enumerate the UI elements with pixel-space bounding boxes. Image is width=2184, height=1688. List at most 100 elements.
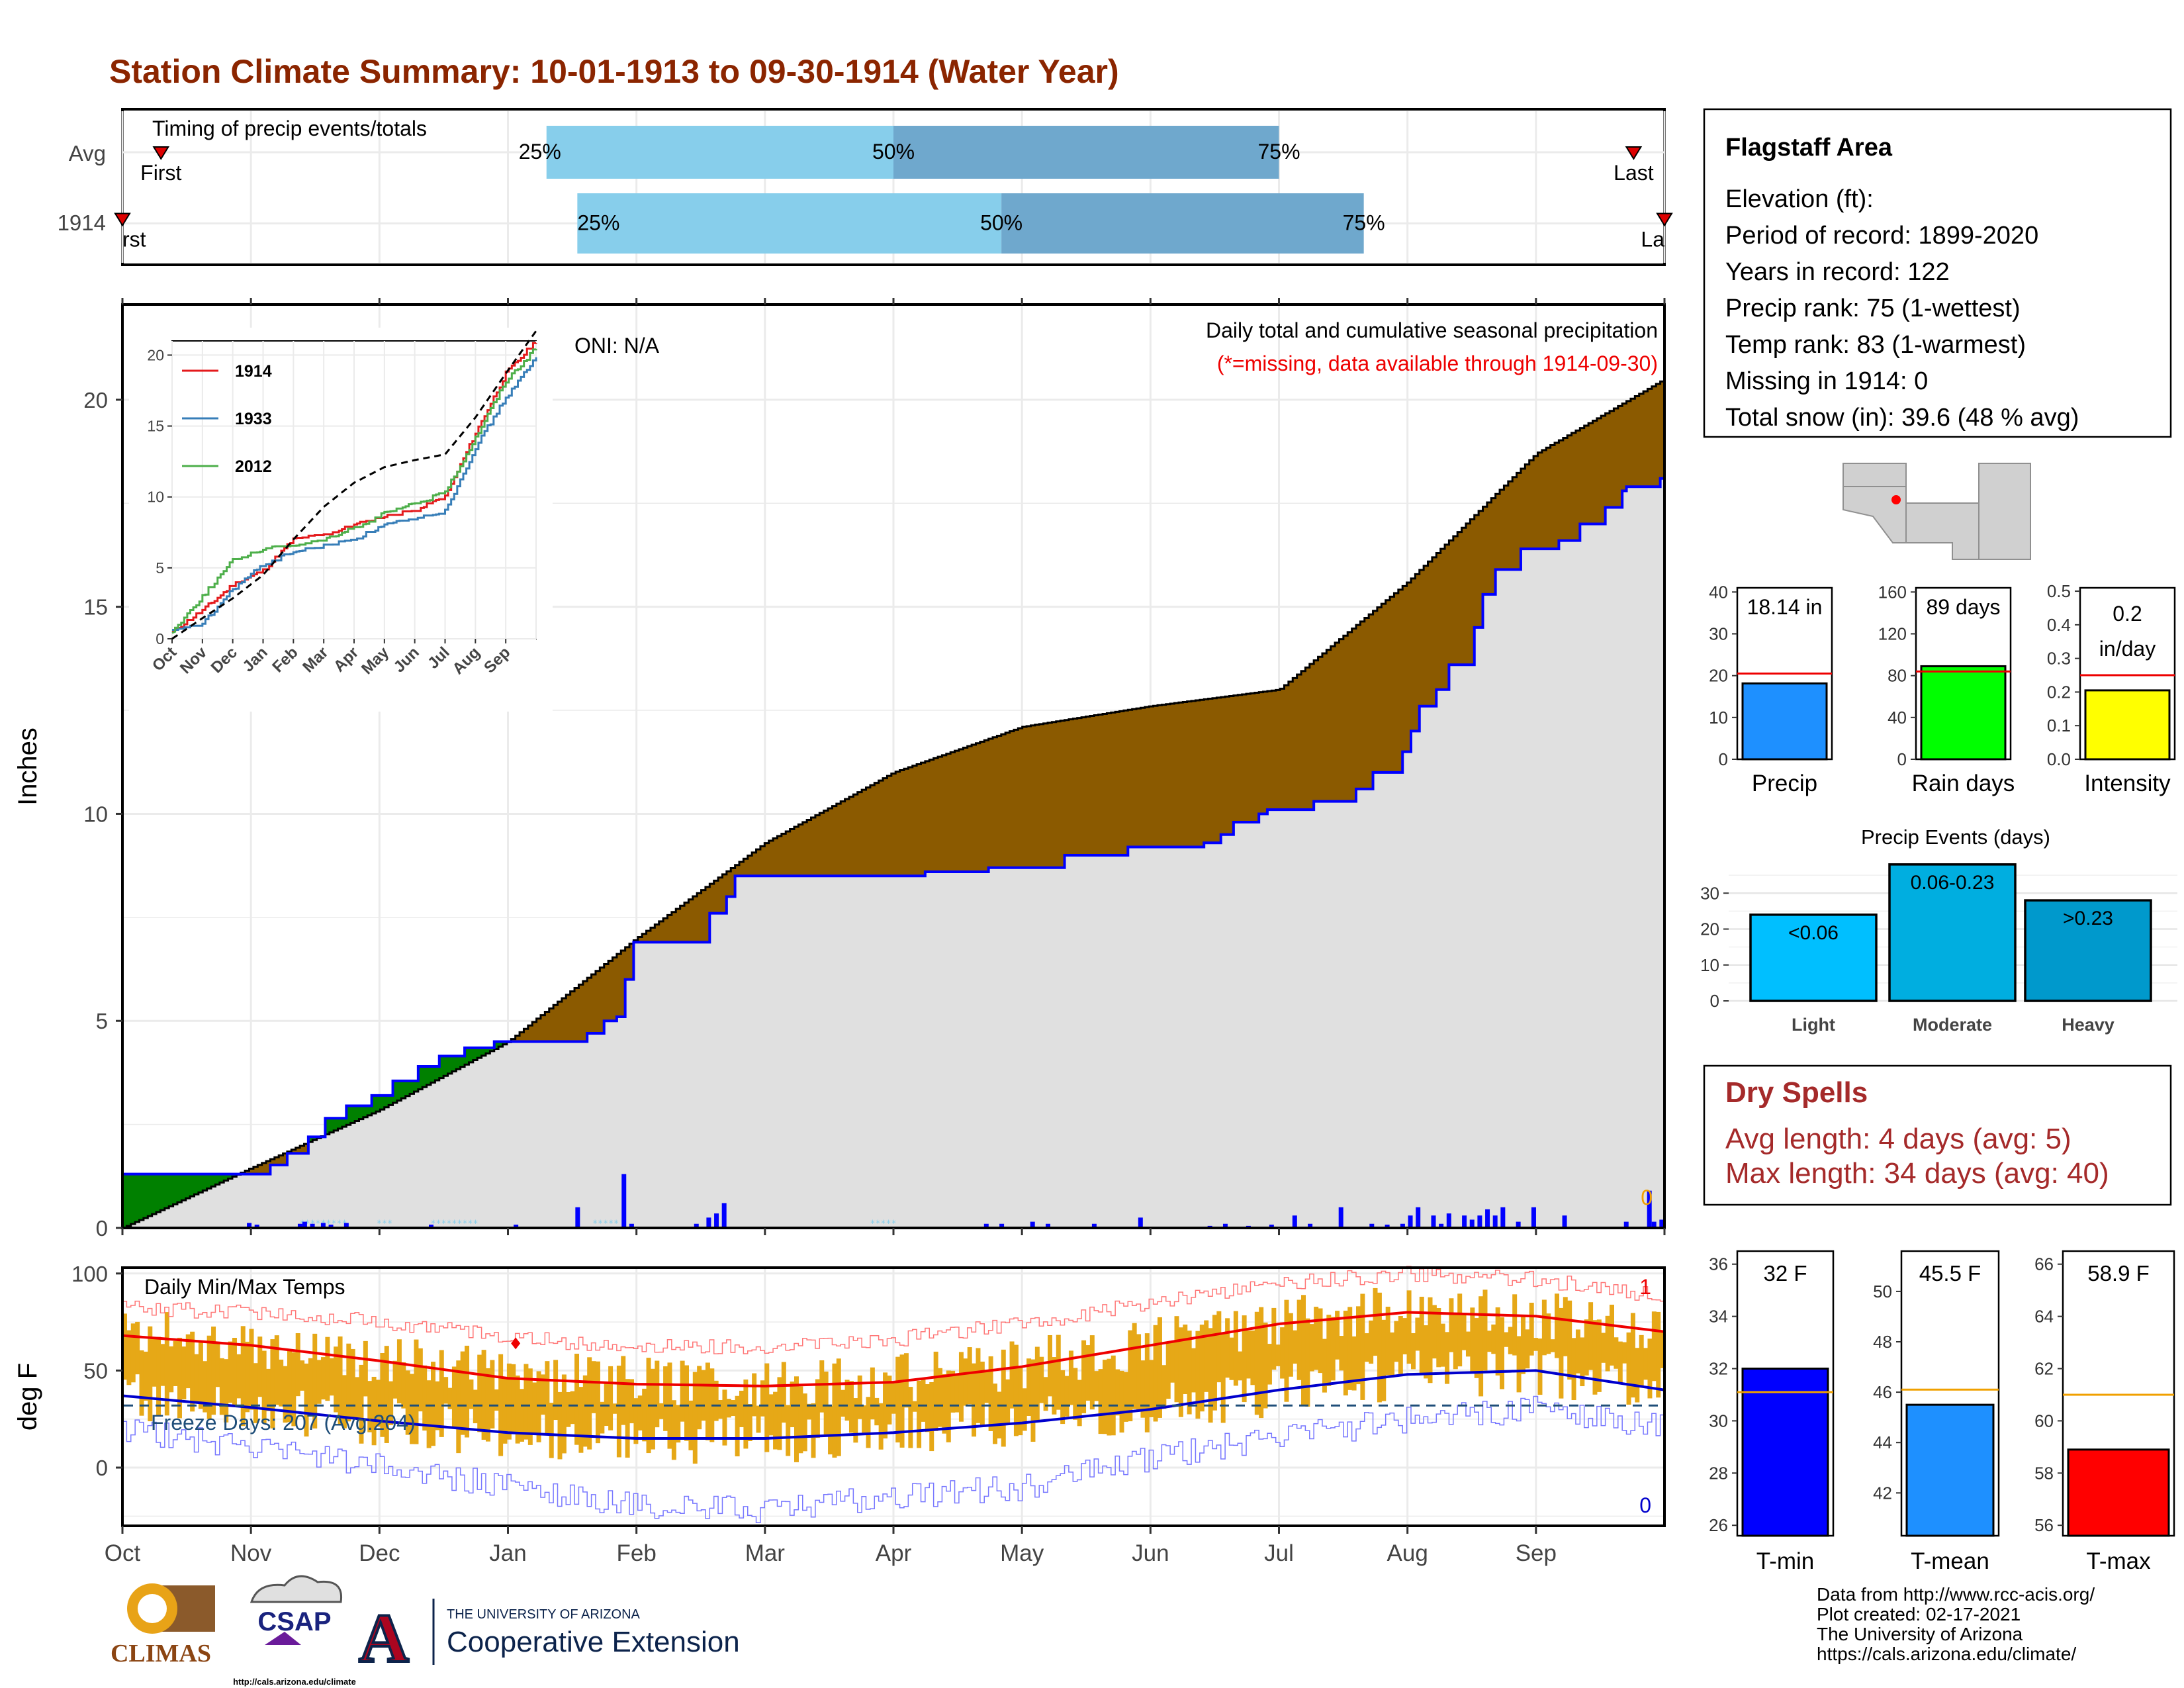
daily-temp-range-bar: [502, 1378, 508, 1444]
daily-temp-range-bar: [506, 1363, 512, 1440]
daily-temp-range-bar: [1314, 1307, 1319, 1370]
daily-precip-bar: [1431, 1215, 1436, 1228]
daily-temp-range-bar: [139, 1350, 144, 1416]
daily-temp-range-bar: [1584, 1319, 1589, 1376]
daily-temp-range-bar: [764, 1363, 770, 1452]
daily-temp-range-bar: [1170, 1342, 1175, 1383]
month-label: Aug: [1387, 1540, 1428, 1566]
climas-wordmark: CLIMAS: [111, 1640, 211, 1667]
summary-y-tick-label: 20: [1709, 666, 1728, 686]
temperature-bar-charts: 26 28 30 32 34 36 32 F T-min 42 44 46 48 50 45.5 F T-m…: [1709, 1250, 2175, 1574]
snow-marker-icon: *: [593, 1219, 598, 1229]
daily-temp-range-bar: [921, 1380, 926, 1422]
daily-temp-range-bar: [1123, 1372, 1128, 1422]
daily-precip-bar: [629, 1223, 634, 1228]
daily-temp-range-bar: [1068, 1350, 1073, 1405]
daily-temp-range-bar: [713, 1380, 719, 1421]
daily-temp-range-bar: [553, 1360, 559, 1421]
daily-temp-range-bar: [1347, 1307, 1353, 1390]
daily-temp-range-bar: [811, 1403, 816, 1458]
climas-sun-inner: [138, 1594, 167, 1623]
temp-summary-y-tick-label: 64: [2034, 1307, 2054, 1327]
daily-precip-bar: [1623, 1221, 1629, 1228]
snow-marker-icon: *: [609, 1219, 614, 1229]
temp-summary-y-tick-label: 26: [1709, 1515, 1728, 1535]
inset-y-tick-label: 10: [147, 489, 164, 506]
temp-y-tick-label: 0: [96, 1456, 108, 1480]
daily-temp-range-bar: [308, 1358, 313, 1417]
daily-precip-bar: [1385, 1224, 1390, 1228]
daily-temp-range-bar: [1508, 1327, 1513, 1354]
dry-spells-max: Max length: 34 days (avg: 40): [1725, 1157, 2109, 1190]
last-event-marker-icon: [1656, 212, 1673, 227]
daily-precip-bar: [297, 1223, 302, 1228]
daily-temp-range-bar: [1406, 1290, 1412, 1364]
daily-temp-range-bar: [1305, 1318, 1310, 1407]
daily-temp-range-bar: [1626, 1332, 1631, 1405]
daily-temp-range-bar: [215, 1342, 220, 1387]
daily-temp-range-bar: [156, 1336, 161, 1415]
daily-temp-range-bar: [443, 1377, 449, 1404]
daily-temp-range-bar: [164, 1312, 169, 1416]
station-location-dot: [1891, 495, 1901, 504]
inset-legend-label: 2012: [235, 457, 272, 476]
timing-p25-label: 25%: [577, 211, 619, 235]
timing-bars: 25% 50% 75% First Last 25% 50% 75% rst La: [114, 126, 1673, 254]
daily-temp-range-bar: [853, 1398, 858, 1443]
daily-precip-bar: [310, 1223, 315, 1228]
daily-temp-range-bar: [1360, 1293, 1365, 1400]
daily-temp-range-bar: [1030, 1359, 1036, 1442]
daily-temp-range-bar: [1479, 1296, 1484, 1397]
precip-events-chart: Precip Events (days) 0 10 20 30 <0.06 Light 0.…: [1700, 825, 2177, 1035]
ua-block-a-icon: A: [359, 1599, 409, 1677]
daily-temp-range-bar: [557, 1391, 563, 1460]
daily-temp-range-bar: [1419, 1296, 1424, 1374]
daily-temp-range-bar: [257, 1336, 263, 1397]
climas-logo: CLIMAS: [111, 1583, 215, 1667]
daily-temp-range-bar: [773, 1391, 778, 1450]
snow-marker-icon: *: [447, 1219, 451, 1229]
daily-temp-range-bar: [1486, 1331, 1492, 1352]
daily-temp-range-bar: [1178, 1327, 1183, 1417]
daily-temp-range-bar: [1588, 1302, 1594, 1370]
daily-temp-range-bar: [1453, 1313, 1458, 1370]
daily-temp-range-bar: [329, 1358, 334, 1396]
daily-temp-range-bar: [527, 1368, 533, 1445]
summary-y-tick-label: 10: [1709, 708, 1728, 727]
daily-temp-range-bar: [498, 1354, 504, 1456]
daily-temp-range-bar: [1322, 1338, 1327, 1393]
daily-temp-range-bar: [341, 1375, 347, 1429]
daily-temp-range-bar: [925, 1384, 930, 1432]
daily-temp-range-bar: [600, 1401, 605, 1434]
daily-temp-range-bar: [633, 1398, 639, 1444]
daily-temp-range-bar: [211, 1326, 216, 1415]
daily-temp-range-bar: [135, 1321, 140, 1375]
daily-precip-bar: [1030, 1221, 1035, 1228]
daily-temp-range-bar: [1656, 1311, 1661, 1398]
daily-temp-range-bar: [1369, 1320, 1374, 1364]
temp-summary-bar: [1741, 1368, 1829, 1537]
daily-temp-range-bar: [240, 1326, 246, 1427]
daily-temp-range-bar: [1428, 1297, 1433, 1383]
daily-temp-range-bar: [726, 1399, 731, 1418]
daily-temp-range-bar: [1394, 1321, 1399, 1362]
daily-temp-range-bar: [1410, 1333, 1416, 1370]
temp-summary-y-tick-label: 42: [1873, 1483, 1892, 1503]
daily-temp-range-bar: [705, 1362, 710, 1440]
daily-precip-bar: [999, 1223, 1005, 1228]
daily-temp-range-bar: [612, 1403, 617, 1414]
snow-marker-icon: *: [326, 1219, 331, 1229]
daily-precip-bar: [1477, 1215, 1482, 1228]
daily-temp-range-bar: [494, 1389, 499, 1411]
temp-y-tick-label: 100: [71, 1262, 108, 1286]
events-category-label: Light: [1792, 1015, 1835, 1035]
summary-y-tick-label: 0.0: [2047, 749, 2071, 769]
daily-temp-range-bar: [363, 1340, 368, 1397]
daily-temp-range-bar: [376, 1380, 381, 1427]
daily-temp-range-bar: [1635, 1348, 1640, 1403]
daily-temp-range-bar: [688, 1400, 694, 1450]
daily-temp-range-bar: [515, 1375, 520, 1444]
average-min-line: [122, 1369, 1665, 1440]
daily-temp-range-bar: [756, 1405, 761, 1433]
daily-temp-range-bar: [1013, 1344, 1019, 1436]
